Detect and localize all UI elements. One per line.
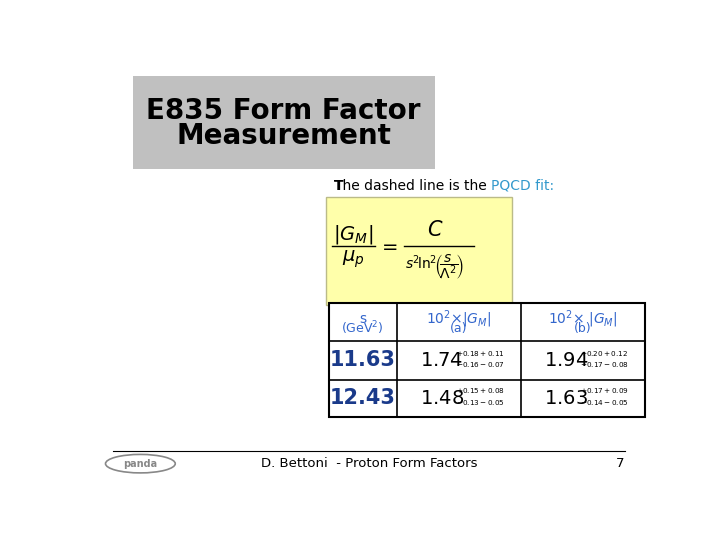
Text: $\mu_p$: $\mu_p$ (342, 248, 365, 269)
Text: (GeV$^2$): (GeV$^2$) (341, 319, 384, 337)
Text: 11.63: 11.63 (330, 350, 396, 370)
Text: $10^2{\times}\ |G_M|$: $10^2{\times}\ |G_M|$ (548, 308, 618, 330)
Text: D. Bettoni  - Proton Form Factors: D. Bettoni - Proton Form Factors (261, 457, 477, 470)
Text: $_{-0.17-0.08}$: $_{-0.17-0.08}$ (580, 360, 629, 370)
Text: $|G_M|$: $|G_M|$ (333, 222, 374, 246)
Text: The dashed line is the: The dashed line is the (334, 179, 491, 193)
Text: $^{+0.15+0.08}$: $^{+0.15+0.08}$ (456, 389, 505, 399)
Bar (326, 197, 513, 305)
Text: (b): (b) (574, 322, 592, 335)
Bar (329, 303, 645, 417)
Text: $10^2{\times}|G_M|$: $10^2{\times}|G_M|$ (426, 308, 492, 330)
Text: $_{-0.14-0.05}$: $_{-0.14-0.05}$ (580, 398, 629, 408)
Text: PQCD fit:: PQCD fit: (490, 179, 554, 193)
Text: $s^2\!\ln^2\!\!\left(\!\dfrac{s}{\Lambda^2}\!\right)$: $s^2\!\ln^2\!\!\left(\!\dfrac{s}{\Lambda… (405, 252, 464, 281)
Text: 12.43: 12.43 (330, 388, 396, 408)
Text: $_{-0.13-0.05}$: $_{-0.13-0.05}$ (456, 398, 505, 408)
Text: $^{+0.18+0.11}$: $^{+0.18+0.11}$ (456, 351, 505, 361)
Text: E835 Form Factor: E835 Form Factor (146, 97, 421, 125)
Bar (132, 76, 435, 168)
Text: $^{+0.17+0.09}$: $^{+0.17+0.09}$ (580, 389, 629, 399)
Text: $1.94$: $1.94$ (544, 351, 588, 370)
Text: s: s (359, 312, 366, 326)
Text: T: T (334, 179, 343, 193)
Text: 7: 7 (616, 457, 625, 470)
Text: $1.48$: $1.48$ (420, 389, 464, 408)
Text: $1.74$: $1.74$ (420, 351, 463, 370)
Text: $^{+0.20+0.12}$: $^{+0.20+0.12}$ (580, 351, 629, 361)
Text: $C$: $C$ (427, 220, 443, 240)
Text: Measurement: Measurement (176, 122, 391, 150)
Text: $_{-0.16-0.07}$: $_{-0.16-0.07}$ (456, 360, 505, 370)
Text: (a): (a) (450, 322, 468, 335)
Ellipse shape (106, 455, 175, 473)
Text: $1.63$: $1.63$ (544, 389, 588, 408)
Text: panda: panda (123, 458, 158, 469)
Text: $=$: $=$ (378, 237, 398, 255)
